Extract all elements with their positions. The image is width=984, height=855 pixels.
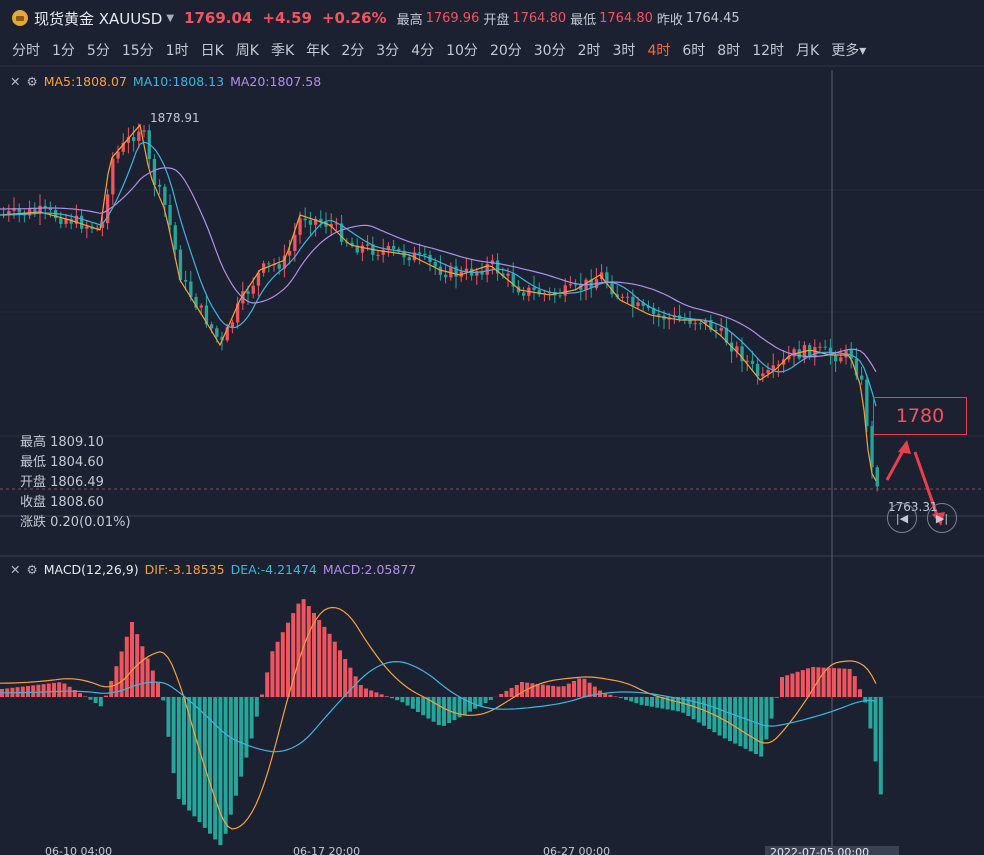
dif-value: DIF:-3.18535 xyxy=(144,562,225,577)
timeframe-5[interactable]: 日K xyxy=(200,43,224,59)
ma5-value: MA5:1808.07 xyxy=(43,74,127,89)
timeframe-15[interactable]: 2时 xyxy=(577,43,601,59)
macd-name: MACD(12,26,9) xyxy=(43,562,139,577)
chevron-down-icon[interactable]: ▼ xyxy=(166,12,175,24)
ohlc-low: 最低 1804.60 xyxy=(20,455,104,470)
timeframe-6[interactable]: 周K xyxy=(235,43,259,59)
timeframe-19[interactable]: 8时 xyxy=(717,43,741,59)
price-change: +4.59 xyxy=(262,9,312,27)
timeframe-4[interactable]: 1时 xyxy=(165,43,189,59)
ohlc-high: 最高 1809.10 xyxy=(20,435,104,450)
low-label: 最低 xyxy=(570,12,597,28)
timeframe-20[interactable]: 12时 xyxy=(752,43,785,59)
timeframe-22[interactable]: 更多▾ xyxy=(831,43,867,59)
price-annotation-box: 1780 xyxy=(873,397,967,435)
timeframe-18[interactable]: 6时 xyxy=(682,43,706,59)
ohlc-open: 开盘 1806.49 xyxy=(20,475,104,490)
macd-pane[interactable]: ✕ ⚙ MACD(12,26,9) DIF:-3.18535 DEA:-4.21… xyxy=(0,558,984,855)
main-chart-pane[interactable]: ✕ ⚙ MA5:1808.07 MA10:1808.13 MA20:1807.5… xyxy=(0,70,984,556)
low-value: 1764.80 xyxy=(599,10,653,26)
settings-icon[interactable]: ⚙ xyxy=(26,562,38,577)
symbol-name[interactable]: 现货黄金 XAUUSD xyxy=(34,9,163,28)
timeframe-9[interactable]: 2分 xyxy=(341,43,365,59)
timeframe-7[interactable]: 季K xyxy=(270,43,295,59)
timeframe-bar: 分时 1分 5分 15分 1时 日K 周K 季K 年K 2分 3分 4分 10分 20分 30分 2时 3时 4时… xyxy=(0,36,984,64)
close-icon[interactable]: ✕ xyxy=(10,562,21,577)
close-icon[interactable]: ✕ xyxy=(10,74,21,89)
open-label: 开盘 xyxy=(483,12,510,28)
main-legend: ✕ ⚙ MA5:1808.07 MA10:1808.13 MA20:1807.5… xyxy=(10,74,327,89)
next-icon[interactable]: ▶| xyxy=(927,503,957,533)
timeframe-11[interactable]: 4分 xyxy=(411,43,435,59)
price-change-pct: +0.26% xyxy=(321,9,387,27)
ohlc-change: 涨跌 0.20(0.01%) xyxy=(20,515,131,530)
timeframe-3[interactable]: 15分 xyxy=(121,43,154,59)
timeframe-14[interactable]: 30分 xyxy=(533,43,566,59)
timeframe-13[interactable]: 20分 xyxy=(489,43,522,59)
high-label: 最高 xyxy=(396,12,423,28)
ma20-value: MA20:1807.58 xyxy=(230,74,322,89)
timeframe-0[interactable]: 分时 xyxy=(12,43,40,59)
settings-icon[interactable]: ⚙ xyxy=(26,74,38,89)
timeframe-16[interactable]: 3时 xyxy=(612,43,636,59)
timeframe-2[interactable]: 5分 xyxy=(86,43,110,59)
prev-close-label: 昨收 xyxy=(656,12,683,28)
last-price: 1769.04 xyxy=(184,9,253,27)
timeframe-8[interactable]: 年K xyxy=(306,43,330,59)
open-value: 1764.80 xyxy=(512,10,567,26)
prev-close-value: 1764.45 xyxy=(685,10,740,26)
macd-legend: ✕ ⚙ MACD(12,26,9) DIF:-3.18535 DEA:-4.21… xyxy=(10,562,422,577)
timeframe-10[interactable]: 3分 xyxy=(376,43,400,59)
dea-value: DEA:-4.21474 xyxy=(230,562,317,577)
ohlc-close: 收盘 1808.60 xyxy=(20,495,104,510)
timeframe-1[interactable]: 1分 xyxy=(52,43,75,59)
title-bar: 现货黄金 XAUUSD ▼ 1769.04 +4.59 +0.26% 最高 17… xyxy=(0,0,984,36)
gold-coin-icon xyxy=(12,10,28,26)
macd-value: MACD:2.05877 xyxy=(322,562,417,577)
timeframe-12[interactable]: 10分 xyxy=(446,43,478,59)
prev-icon[interactable]: |◀ xyxy=(887,503,917,533)
high-value: 1769.96 xyxy=(425,10,480,26)
ohlc-readout: 最高 1809.10 最低 1804.60 开盘 1806.49 收盘 1808… xyxy=(20,433,131,533)
timeframe-21[interactable]: 月K xyxy=(796,43,820,59)
ma10-value: MA10:1808.13 xyxy=(132,74,225,89)
timeframe-17[interactable]: 4时 xyxy=(647,43,671,59)
